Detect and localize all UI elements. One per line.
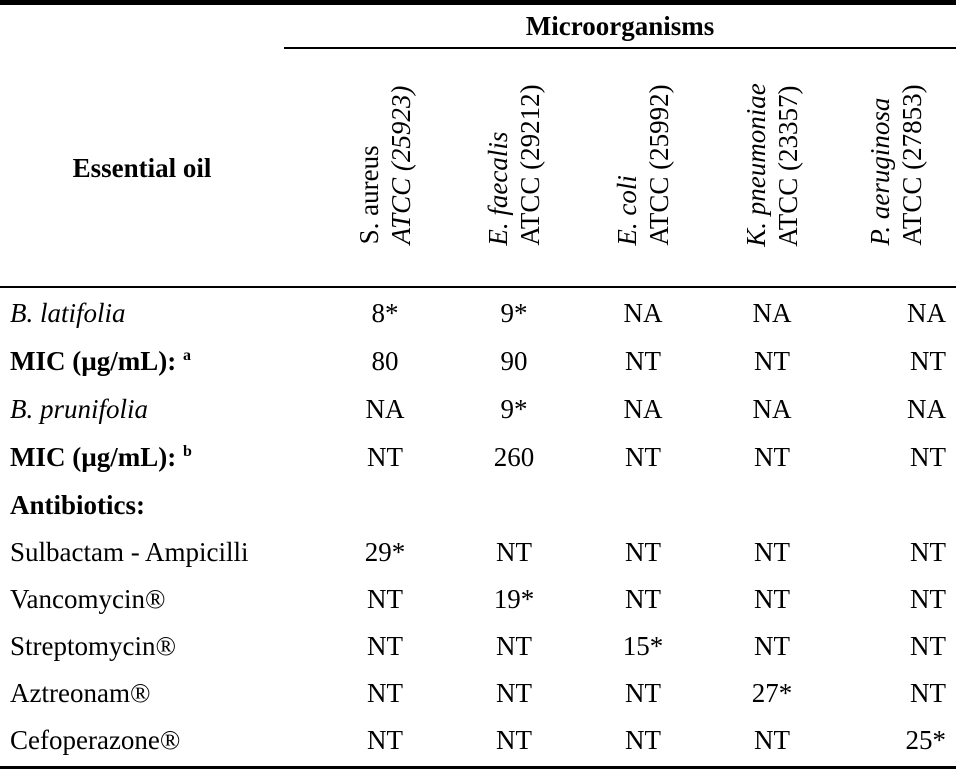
table-cell: NA: [623, 298, 663, 328]
table-row: Cefoperazone® NT NT NT NT 25*: [0, 716, 956, 764]
row-label: Streptomycin®: [10, 631, 176, 661]
table-cell: NT: [625, 442, 661, 472]
spanner-underline-rule: [284, 47, 956, 49]
table-cell: NT: [754, 442, 790, 472]
column-header-text: K. pneumoniae ATCC (23357): [740, 83, 804, 246]
column-header-text: E. faecalis ATCC (29212): [482, 84, 546, 245]
table-cell: NT: [754, 725, 790, 755]
table-row: MIC (µg/mL): b NT 260 NT NT NT: [0, 433, 956, 481]
table-cell: 80: [371, 346, 399, 376]
column-header-2: E. faecalis ATCC (29212): [454, 60, 574, 270]
table-cell: NA: [907, 298, 946, 328]
column-header-1: S. aureus ATCC (25923): [325, 60, 445, 270]
table-cell: NT: [754, 537, 790, 567]
table-bottom-rule: [0, 766, 956, 769]
table-cell: NT: [754, 346, 790, 376]
table-cell: 25*: [905, 725, 947, 755]
table-cell: NT: [625, 678, 661, 708]
table-cell: NT: [367, 584, 403, 614]
atcc-strain: ATCC (27853): [897, 84, 927, 246]
organism-name: P. aeruginosa: [865, 97, 895, 246]
table-cell: NA: [907, 394, 946, 424]
table-cell: NT: [367, 631, 403, 661]
table-cell: 15*: [622, 631, 664, 661]
table-cell: NT: [496, 725, 532, 755]
table-row: B. prunifolia NA 9* NA NA NA: [0, 385, 956, 433]
table-cell: 19*: [493, 584, 535, 614]
table-cell: NT: [910, 631, 946, 661]
table-cell: NA: [752, 394, 792, 424]
table-row: MIC (µg/mL): a 80 90 NT NT NT: [0, 337, 956, 385]
table-cell: NT: [367, 725, 403, 755]
table-cell: NT: [910, 584, 946, 614]
table-cell: NA: [623, 394, 663, 424]
table-cell: NT: [496, 537, 532, 567]
table-cell: NT: [910, 442, 946, 472]
table-row: Streptomycin® NT NT 15* NT NT: [0, 622, 956, 670]
table-cell: NT: [496, 678, 532, 708]
table-cell: NT: [496, 631, 532, 661]
row-label: B. prunifolia: [10, 394, 149, 424]
table-row: Vancomycin® NT 19* NT NT NT: [0, 575, 956, 623]
organism-name: E. faecalis: [483, 131, 513, 246]
table-cell: NT: [625, 537, 661, 567]
row-label: MIC (µg/mL): b: [10, 442, 192, 472]
table-cell: NT: [367, 678, 403, 708]
table-cell: NT: [625, 584, 661, 614]
atcc-strain: ATCC (23357): [773, 85, 803, 247]
table-row: Aztreonam® NT NT NT 27* NT: [0, 669, 956, 717]
table-cell: 29*: [364, 537, 406, 567]
table-cell: NA: [752, 298, 792, 328]
row-label: Antibiotics:: [10, 490, 145, 520]
column-header-text: P. aeruginosa ATCC (27853): [864, 84, 928, 245]
table-row: B. latifolia 8* 9* NA NA NA: [0, 289, 956, 337]
table-cell: 27*: [751, 678, 793, 708]
column-header-4: K. pneumoniae ATCC (23357): [712, 60, 832, 270]
footnote-marker: b: [183, 443, 192, 460]
table-cell: NT: [367, 442, 403, 472]
atcc-strain: ATCC (29212): [515, 84, 545, 246]
table-cell: 9*: [500, 394, 528, 424]
table-cell: 260: [493, 442, 535, 472]
column-header-3: E. coli ATCC (25992): [583, 60, 703, 270]
row-label: MIC (µg/mL): a: [10, 346, 192, 376]
header-bottom-rule: [0, 286, 956, 288]
column-header-text: E. coli ATCC (25992): [611, 84, 675, 245]
organism-name: K. pneumoniae: [741, 83, 771, 247]
column-header-5: P. aeruginosa ATCC (27853): [836, 60, 956, 270]
table-cell: 8*: [371, 298, 399, 328]
essential-oil-header: Essential oil: [72, 153, 212, 183]
table-cell: NT: [910, 537, 946, 567]
organism-name: E. coli: [612, 175, 642, 246]
table-top-rule: [0, 0, 956, 5]
table-cell: 90: [500, 346, 528, 376]
row-label: B. latifolia: [10, 298, 126, 328]
table-row: Sulbactam - Ampicilli 29* NT NT NT NT: [0, 528, 956, 576]
table-cell: 9*: [500, 298, 528, 328]
table-cell: NA: [365, 394, 405, 424]
atcc-strain: ATCC (25923): [386, 85, 416, 245]
atcc-strain: ATCC (25992): [644, 84, 674, 246]
table-cell: NT: [910, 346, 946, 376]
microorganisms-spanner-header: Microorganisms: [525, 11, 715, 41]
row-label: Cefoperazone®: [10, 725, 181, 755]
table-cell: NT: [754, 584, 790, 614]
table-cell: NT: [625, 725, 661, 755]
table-cell: NT: [910, 678, 946, 708]
row-label: Sulbactam - Ampicilli: [10, 537, 249, 567]
organism-name: S. aureus: [354, 145, 384, 245]
table-cell: NT: [754, 631, 790, 661]
footnote-marker: a: [183, 347, 192, 364]
row-label: Aztreonam®: [10, 678, 151, 708]
row-label: Vancomycin®: [10, 584, 166, 614]
table-cell: NT: [625, 346, 661, 376]
table-row: Antibiotics:: [0, 481, 956, 529]
column-header-text: S. aureus ATCC (25923): [353, 86, 417, 245]
